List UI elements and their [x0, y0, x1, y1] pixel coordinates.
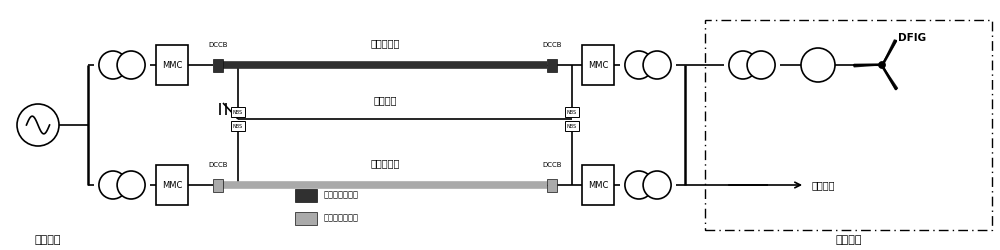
Text: 直流断路器分断: 直流断路器分断 — [324, 214, 359, 222]
Polygon shape — [854, 64, 882, 67]
Bar — [231, 107, 245, 117]
Bar — [213, 58, 223, 71]
Text: DCCB: DCCB — [208, 42, 228, 48]
Circle shape — [643, 171, 671, 199]
Bar — [213, 178, 223, 192]
Text: 直流断路器闭合: 直流断路器闭合 — [324, 190, 359, 200]
Text: NBS: NBS — [233, 124, 243, 128]
Bar — [705, 20, 992, 230]
Bar — [547, 178, 557, 192]
Bar — [565, 121, 579, 131]
Circle shape — [729, 51, 757, 79]
Text: DCCB: DCCB — [542, 42, 562, 48]
Text: MMC: MMC — [162, 60, 182, 70]
Bar — [582, 165, 614, 205]
Bar — [295, 212, 317, 224]
Text: NBS: NBS — [233, 110, 243, 114]
Circle shape — [625, 51, 653, 79]
Bar — [156, 45, 188, 85]
Bar — [295, 188, 317, 202]
Circle shape — [17, 104, 59, 146]
Bar — [156, 165, 188, 205]
Circle shape — [625, 171, 653, 199]
Text: 正极架空线: 正极架空线 — [370, 38, 400, 48]
Text: 孤岛系统: 孤岛系统 — [835, 235, 862, 245]
Text: DCCB: DCCB — [208, 162, 228, 168]
Circle shape — [117, 171, 145, 199]
Bar — [582, 45, 614, 85]
Polygon shape — [883, 40, 897, 66]
Text: 负极架空线: 负极架空线 — [370, 158, 400, 168]
Text: DCCB: DCCB — [542, 162, 562, 168]
Text: 本地负荷: 本地负荷 — [812, 180, 835, 190]
Text: 金属回线: 金属回线 — [373, 95, 397, 105]
Circle shape — [879, 62, 886, 68]
Bar — [231, 121, 245, 131]
Text: MMC: MMC — [588, 180, 608, 190]
Polygon shape — [881, 66, 898, 90]
Text: NBS: NBS — [567, 124, 577, 128]
Text: NBS: NBS — [567, 110, 577, 114]
Text: 交流系统: 交流系统 — [35, 235, 61, 245]
Circle shape — [747, 51, 775, 79]
Text: MMC: MMC — [588, 60, 608, 70]
Text: MMC: MMC — [162, 180, 182, 190]
Circle shape — [643, 51, 671, 79]
Bar — [547, 58, 557, 71]
Text: DFIG: DFIG — [898, 33, 926, 43]
Bar — [565, 107, 579, 117]
Circle shape — [99, 171, 127, 199]
Circle shape — [117, 51, 145, 79]
Circle shape — [99, 51, 127, 79]
Circle shape — [801, 48, 835, 82]
